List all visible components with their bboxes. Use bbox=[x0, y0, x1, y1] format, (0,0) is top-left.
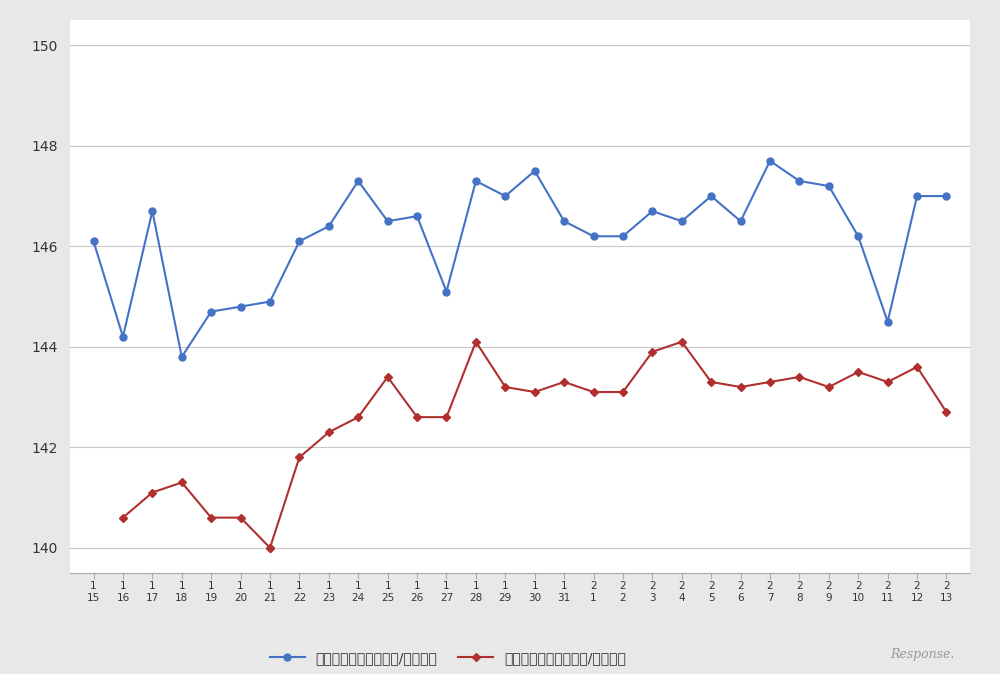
ハイオク看板価格（円/リット） bbox=[235, 303, 247, 311]
ハイオク実売価格（円/リット） bbox=[235, 514, 247, 522]
ハイオク看板価格（円/リット） bbox=[205, 307, 217, 315]
ハイオク実売価格（円/リット） bbox=[764, 378, 776, 386]
ハイオク実売価格（円/リット） bbox=[176, 479, 188, 487]
ハイオク実売価格（円/リット） bbox=[323, 428, 335, 436]
Legend: ハイオク看板価格（円/リット）, ハイオク実売価格（円/リット）: ハイオク看板価格（円/リット）, ハイオク実売価格（円/リット） bbox=[270, 652, 626, 665]
ハイオク実売価格（円/リット） bbox=[382, 373, 394, 381]
ハイオク実売価格（円/リット） bbox=[440, 413, 452, 421]
ハイオク実売価格（円/リット） bbox=[470, 338, 482, 346]
ハイオク実売価格（円/リット） bbox=[499, 383, 511, 391]
ハイオク看板価格（円/リット） bbox=[705, 192, 717, 200]
ハイオク実売価格（円/リット） bbox=[529, 388, 541, 396]
ハイオク看板価格（円/リット） bbox=[852, 233, 864, 241]
ハイオク実売価格（円/リット） bbox=[411, 413, 423, 421]
ハイオク看板価格（円/リット） bbox=[411, 212, 423, 220]
ハイオク実売価格（円/リット） bbox=[705, 378, 717, 386]
ハイオク実売価格（円/リット） bbox=[352, 413, 364, 421]
ハイオク看板価格（円/リット） bbox=[911, 192, 923, 200]
ハイオク実売価格（円/リット） bbox=[117, 514, 129, 522]
ハイオク看板価格（円/リット） bbox=[499, 192, 511, 200]
ハイオク実売価格（円/リット） bbox=[852, 368, 864, 376]
ハイオク看板価格（円/リット） bbox=[264, 297, 276, 305]
Line: ハイオク実売価格（円/リット）: ハイオク実売価格（円/リット） bbox=[120, 338, 950, 551]
ハイオク実売価格（円/リット） bbox=[940, 408, 952, 416]
ハイオク実売価格（円/リット） bbox=[793, 373, 805, 381]
ハイオク実売価格（円/リット） bbox=[911, 363, 923, 371]
ハイオク実売価格（円/リット） bbox=[735, 383, 747, 391]
Text: Response.: Response. bbox=[891, 648, 955, 661]
ハイオク実売価格（円/リット） bbox=[293, 454, 305, 462]
ハイオク看板価格（円/リット） bbox=[382, 217, 394, 225]
ハイオク看板価格（円/リット） bbox=[823, 182, 835, 190]
ハイオク看板価格（円/リット） bbox=[558, 217, 570, 225]
ハイオク看板価格（円/リット） bbox=[117, 333, 129, 341]
ハイオク看板価格（円/リット） bbox=[176, 353, 188, 361]
ハイオク看板価格（円/リット） bbox=[323, 222, 335, 231]
ハイオク看板価格（円/リット） bbox=[440, 288, 452, 296]
ハイオク看板価格（円/リット） bbox=[940, 192, 952, 200]
ハイオク実売価格（円/リット） bbox=[264, 544, 276, 552]
ハイオク看板価格（円/リット） bbox=[146, 207, 158, 215]
ハイオク看板価格（円/リット） bbox=[352, 177, 364, 185]
ハイオク実売価格（円/リット） bbox=[558, 378, 570, 386]
ハイオク実売価格（円/リット） bbox=[588, 388, 600, 396]
ハイオク実売価格（円/リット） bbox=[823, 383, 835, 391]
ハイオク看板価格（円/リット） bbox=[588, 233, 600, 241]
ハイオク看板価格（円/リット） bbox=[735, 217, 747, 225]
ハイオク実売価格（円/リット） bbox=[146, 489, 158, 497]
ハイオク看板価格（円/リット） bbox=[793, 177, 805, 185]
ハイオク実売価格（円/リット） bbox=[264, 544, 276, 552]
ハイオク実売価格（円/リット） bbox=[617, 388, 629, 396]
ハイオク看板価格（円/リット） bbox=[617, 233, 629, 241]
ハイオク看板価格（円/リット） bbox=[88, 237, 100, 245]
ハイオク実売価格（円/リット） bbox=[676, 338, 688, 346]
ハイオク看板価格（円/リット） bbox=[293, 237, 305, 245]
Line: ハイオク看板価格（円/リット）: ハイオク看板価格（円/リット） bbox=[90, 158, 950, 361]
ハイオク実売価格（円/リット） bbox=[646, 348, 658, 356]
ハイオク看板価格（円/リット） bbox=[764, 157, 776, 165]
ハイオク実売価格（円/リット） bbox=[205, 514, 217, 522]
ハイオク看板価格（円/リット） bbox=[882, 317, 894, 326]
ハイオク看板価格（円/リット） bbox=[529, 167, 541, 175]
ハイオク看板価格（円/リット） bbox=[646, 207, 658, 215]
ハイオク看板価格（円/リット） bbox=[676, 217, 688, 225]
ハイオク看板価格（円/リット） bbox=[470, 177, 482, 185]
ハイオク実売価格（円/リット） bbox=[882, 378, 894, 386]
